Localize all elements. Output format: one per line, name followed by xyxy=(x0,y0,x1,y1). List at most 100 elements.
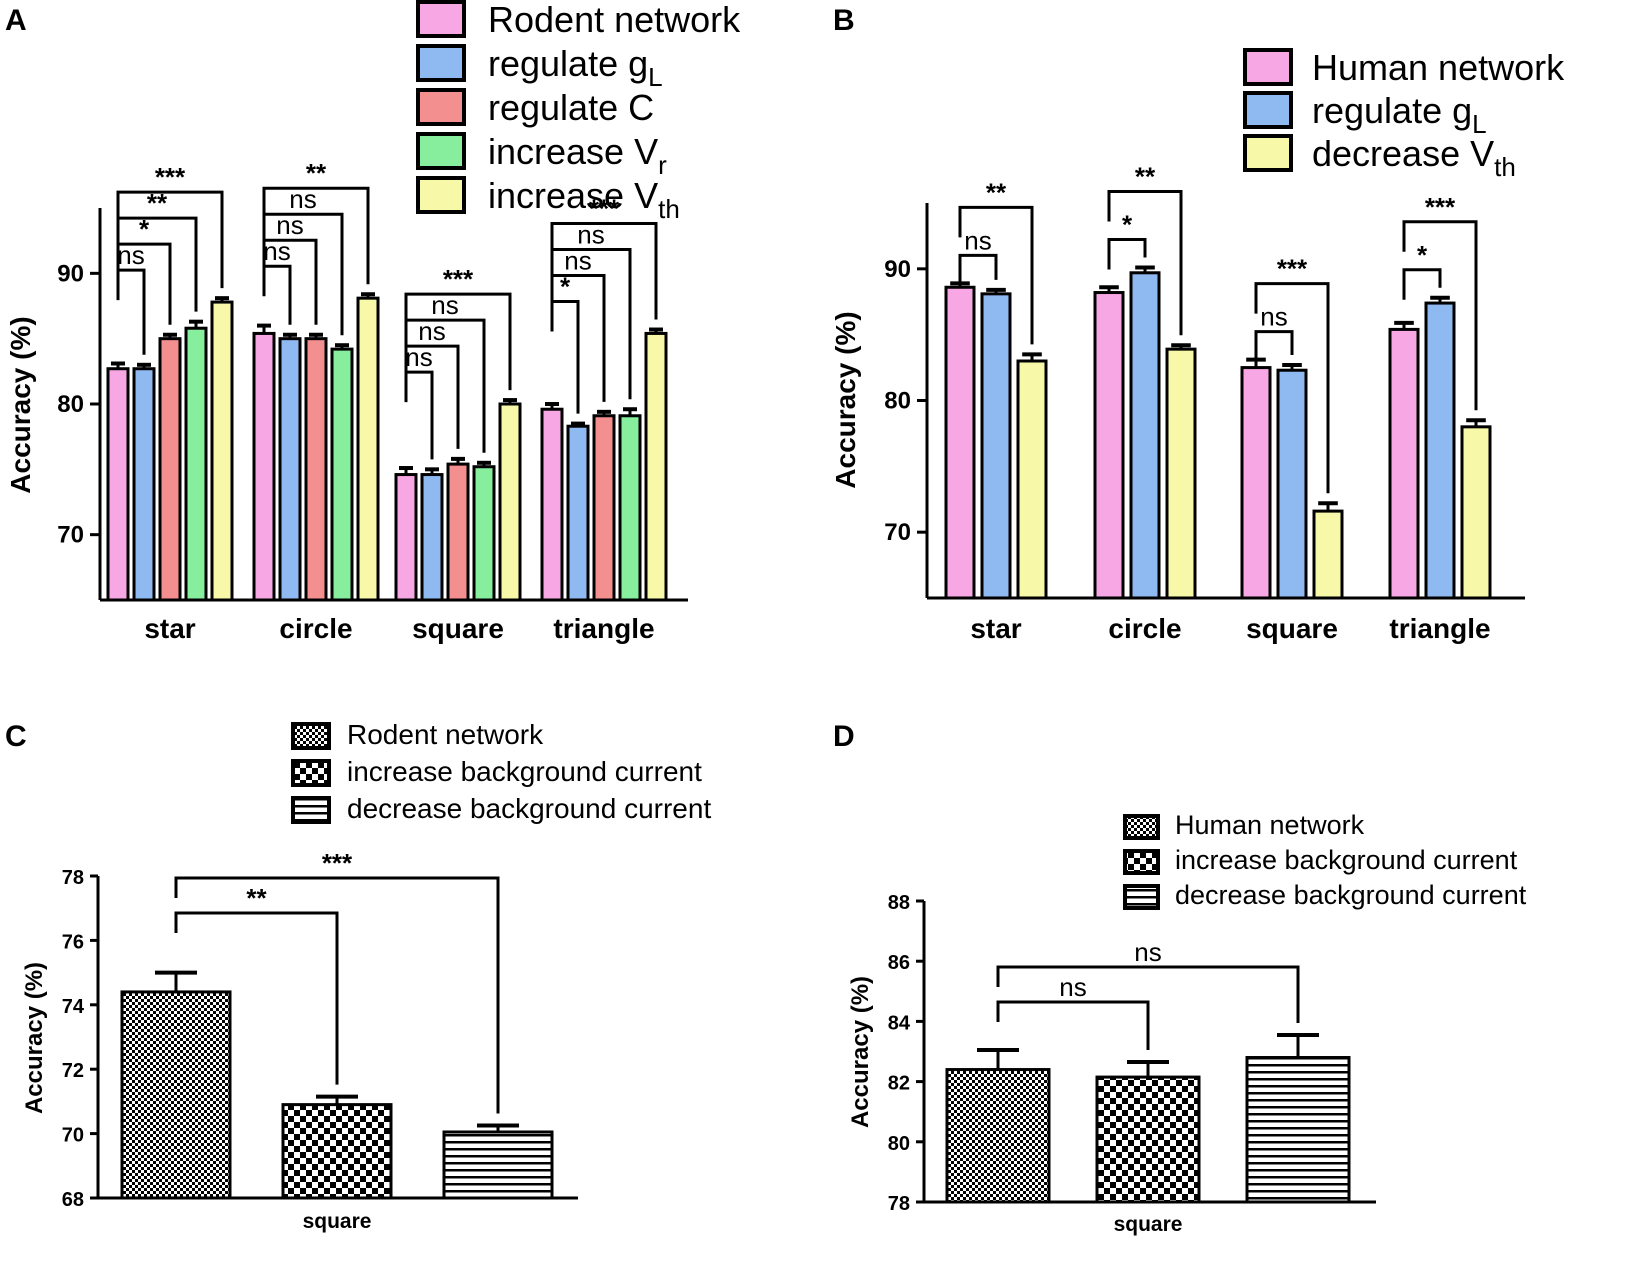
bar xyxy=(1424,301,1456,600)
significance-bracket xyxy=(116,242,172,325)
significance-bracket xyxy=(116,216,198,312)
y-axis-title: Accuracy (%) xyxy=(5,316,36,493)
legend-label: regulate gL xyxy=(1312,90,1487,139)
bar xyxy=(106,367,130,602)
legend-label: decrease background current xyxy=(1175,880,1527,910)
category-label: circle xyxy=(1108,613,1181,644)
bar xyxy=(420,473,444,602)
legend-swatch xyxy=(1243,91,1293,129)
significance-bracket xyxy=(262,186,370,285)
y-tick-label: 90 xyxy=(57,260,84,287)
bar xyxy=(442,1130,554,1200)
legend-swatch xyxy=(1123,884,1160,910)
significance-bracket xyxy=(404,370,434,460)
significance-label: ns xyxy=(1134,937,1161,967)
significance-label: * xyxy=(1417,240,1428,270)
bar xyxy=(132,367,156,602)
bar xyxy=(566,424,590,602)
panel-label-b: B xyxy=(833,4,855,37)
panel-label-c: C xyxy=(5,720,27,753)
significance-label: ** xyxy=(986,177,1007,207)
category-label: triangle xyxy=(553,613,654,644)
significance-bracket xyxy=(550,274,606,402)
significance-bracket xyxy=(262,212,344,336)
legend-swatch xyxy=(416,132,466,170)
legend-swatch xyxy=(1123,849,1160,875)
y-tick-label: 76 xyxy=(62,931,84,953)
bar xyxy=(394,473,418,602)
significance-label: ** xyxy=(306,158,327,188)
bar xyxy=(498,402,522,602)
bar xyxy=(592,414,616,602)
bar xyxy=(1093,291,1125,600)
category-label: square xyxy=(1246,613,1338,644)
panel-b: B 70 80 90 Accuracy (%) star circle square tria… xyxy=(830,4,1565,644)
y-tick-label: 80 xyxy=(57,391,84,418)
significance-label: *** xyxy=(155,162,186,192)
y-tick-label: 72 xyxy=(62,1060,84,1082)
legend-label: Human network xyxy=(1312,47,1565,88)
y-axis-title: Accuracy (%) xyxy=(830,311,861,488)
bar xyxy=(980,292,1012,600)
bar xyxy=(356,296,380,602)
bar xyxy=(1129,271,1161,600)
category-label: square xyxy=(1114,1213,1183,1236)
bar xyxy=(210,300,234,602)
bar xyxy=(1016,359,1048,600)
bar xyxy=(644,331,668,602)
panel-d: D 78 80 82 84 86 88 Accuracy (%) square ns ns Huma… xyxy=(833,720,1527,1236)
bar xyxy=(945,1068,1051,1204)
significance-bracket xyxy=(958,253,998,286)
y-tick-label: 78 xyxy=(62,867,84,889)
significance-bracket xyxy=(174,911,339,1085)
significance-bracket xyxy=(404,292,512,391)
significance-bracket xyxy=(1254,330,1294,362)
bar xyxy=(120,990,232,1200)
legend-label-subscript: r xyxy=(658,150,667,180)
y-tick-label: 86 xyxy=(888,952,910,974)
bar xyxy=(618,414,642,602)
y-tick-label: 70 xyxy=(62,1125,84,1147)
y-tick-label: 80 xyxy=(884,388,911,415)
plot-a: 70 80 90 Accuracy (%) star circle square triang… xyxy=(5,0,741,644)
legend-label-text: increase V xyxy=(488,175,658,216)
significance-bracket xyxy=(1107,238,1147,270)
legend-label: increase background current xyxy=(347,756,702,787)
bar xyxy=(1240,366,1272,600)
significance-label: * xyxy=(1122,210,1133,240)
bar xyxy=(944,285,976,600)
legend-label-text: increase background current xyxy=(347,756,702,787)
legend-label-subscript: th xyxy=(1494,152,1516,182)
legend-label: regulate C xyxy=(488,87,654,128)
significance-label: *** xyxy=(1425,192,1456,222)
y-tick-label: 70 xyxy=(884,519,911,546)
panel-a: A 70 80 90 Accuracy (%) star circle square tria… xyxy=(5,0,741,644)
legend-label-text: regulate g xyxy=(1312,90,1472,131)
legend-label-text: decrease background current xyxy=(347,793,711,824)
significance-bracket xyxy=(174,876,500,1114)
bar xyxy=(278,337,302,602)
significance-bracket xyxy=(1402,268,1442,300)
category-label: square xyxy=(412,613,504,644)
legend-swatch xyxy=(1123,814,1160,840)
legend-label-subscript: th xyxy=(658,194,680,224)
y-tick-label: 88 xyxy=(888,892,910,914)
legend-swatch xyxy=(291,796,331,824)
bar xyxy=(1460,425,1492,600)
legend-label-text: Human network xyxy=(1175,810,1365,840)
significance-label: ns xyxy=(964,225,991,255)
bar xyxy=(158,337,182,602)
legend-label: increase Vth xyxy=(488,175,680,224)
bar xyxy=(1165,347,1197,600)
bar xyxy=(184,326,208,602)
significance-label: * xyxy=(560,272,571,302)
legend-label-text: Rodent network xyxy=(347,719,544,750)
legend-swatch xyxy=(416,88,466,126)
legend-swatch xyxy=(1243,134,1293,172)
y-axis-title: Accuracy (%) xyxy=(847,976,874,1128)
legend-swatch xyxy=(291,722,331,750)
bar xyxy=(1245,1056,1351,1204)
category-label: triangle xyxy=(1389,613,1490,644)
category-label: circle xyxy=(279,613,352,644)
